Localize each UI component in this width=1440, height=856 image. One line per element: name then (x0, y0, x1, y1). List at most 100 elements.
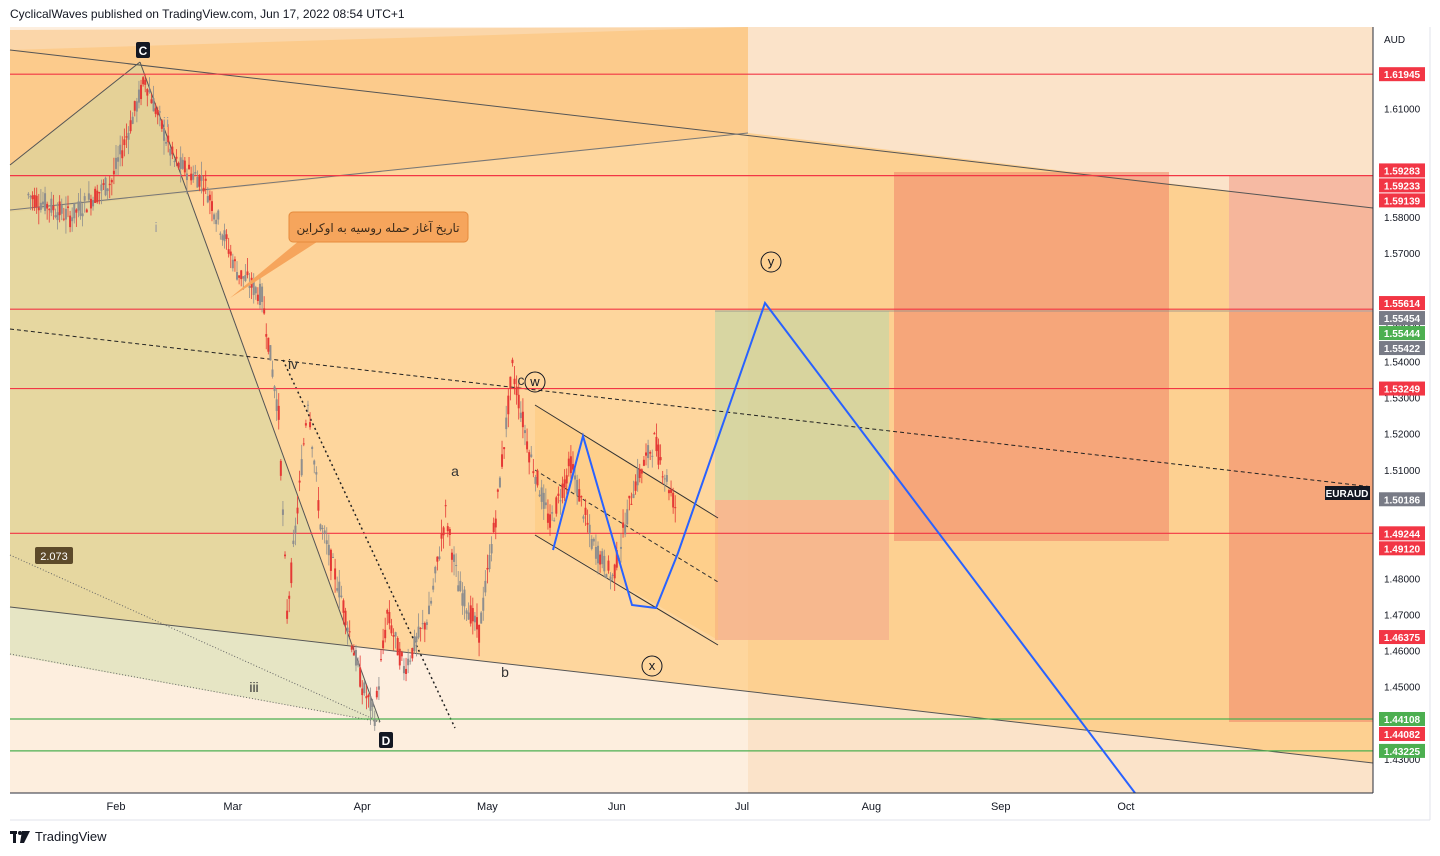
candle-body (597, 545, 600, 564)
upper-wedge (10, 27, 748, 212)
wave-label-circle (641, 655, 663, 677)
x-tick-label-3: May (477, 801, 498, 813)
candle-body (58, 201, 61, 216)
price-badge-text-13: 1.44108 (1384, 715, 1421, 726)
candle-body (467, 612, 470, 620)
candle-body (77, 201, 80, 211)
candle-body (417, 626, 420, 638)
candle-body (432, 585, 435, 590)
candle-body (294, 525, 297, 534)
candle-body (92, 200, 95, 207)
x-tick-label-7: Sep (991, 801, 1011, 813)
candle-body (112, 170, 115, 175)
price-badge-7 (1379, 341, 1425, 356)
candle-body (106, 188, 109, 192)
candle-body (319, 524, 322, 530)
brand-footer[interactable]: TradingView (10, 829, 107, 844)
y-tick-label-12: 1.43000 (1384, 755, 1421, 766)
candle-body (44, 193, 47, 211)
channel-mid (534, 469, 719, 583)
price-badge-15 (1379, 743, 1425, 758)
price-badge-text-5: 1.55454 (1384, 314, 1421, 325)
candle-body (407, 658, 410, 666)
candle-body (246, 271, 249, 276)
candle-body (515, 386, 518, 396)
candle-body (315, 472, 318, 475)
candle-body (83, 196, 86, 201)
tradingview-logo-icon (10, 830, 30, 843)
candle-body (563, 479, 566, 488)
target-box-red (894, 172, 1169, 541)
wave-label-c-11: c (518, 372, 525, 388)
candle-body (244, 275, 247, 281)
candle-body (108, 183, 111, 186)
fib-badge (35, 547, 73, 564)
candle-body (304, 423, 307, 426)
candle-body (275, 399, 278, 411)
price-badge-text-4: 1.55614 (1384, 299, 1421, 310)
candle-body (277, 405, 280, 420)
candle-body (624, 524, 627, 535)
candle-body (137, 89, 140, 103)
candle-body (448, 529, 451, 535)
candle-body (463, 589, 466, 607)
price-badge-14 (1379, 726, 1425, 741)
y-tick-label-6: 1.52000 (1384, 430, 1421, 441)
candle-body (300, 459, 303, 476)
x-tick-label-6: Aug (862, 801, 882, 813)
candle-body (175, 156, 178, 159)
candle-body (217, 210, 220, 220)
candle-body (469, 605, 472, 624)
trendline-lower (9, 606, 1374, 764)
candle-body (542, 492, 545, 509)
candle-body (503, 447, 506, 450)
candle-body (248, 286, 251, 288)
candle-body (196, 177, 199, 188)
candle-body (494, 518, 497, 528)
trendline-upper (9, 49, 1374, 209)
callout-pointer (230, 240, 320, 298)
x-tick-label-0: Feb (107, 801, 126, 813)
candle-body (119, 144, 122, 155)
callout-box (288, 211, 469, 243)
time-axis-bg (0, 793, 1440, 823)
price-badge-text-3: 1.59139 (1384, 196, 1421, 207)
candle-body (100, 184, 103, 191)
price-badge-13 (1379, 711, 1425, 726)
candle-body (569, 456, 572, 474)
wave-label-text: y (768, 254, 775, 269)
candle-body (482, 597, 485, 611)
wave-label-a-6: a (451, 463, 459, 479)
candle-body (655, 436, 658, 452)
candle-body (98, 191, 101, 194)
candle-body (421, 623, 424, 625)
candle-body (484, 580, 487, 593)
candle-body (135, 101, 138, 112)
wave-label-text: D (382, 734, 391, 748)
candle-body (329, 549, 332, 571)
wave-line-1 (9, 61, 141, 166)
candle-body (321, 527, 324, 529)
candle-body (296, 507, 299, 514)
candle-body (475, 617, 478, 630)
price-badge-text-7: 1.55422 (1384, 344, 1421, 355)
candle-body (198, 175, 201, 187)
wave-label-iii-4: iii (249, 679, 258, 695)
candle-body (521, 411, 524, 428)
candle-body (284, 554, 287, 557)
y-tick-label-8: 1.48000 (1384, 574, 1421, 585)
candle-body (382, 640, 385, 649)
candle-body (670, 489, 673, 493)
candle-body (603, 555, 606, 572)
candle-body (115, 157, 117, 169)
candle-body (181, 159, 184, 169)
candle-body (271, 369, 274, 377)
candle-body (311, 447, 314, 450)
wave-label-badge (379, 732, 393, 748)
y-tick-label-2: 1.57000 (1384, 249, 1421, 260)
candle-body (73, 203, 76, 219)
candle-body (225, 234, 228, 240)
candle-body (628, 495, 631, 499)
candle-body (580, 495, 583, 498)
